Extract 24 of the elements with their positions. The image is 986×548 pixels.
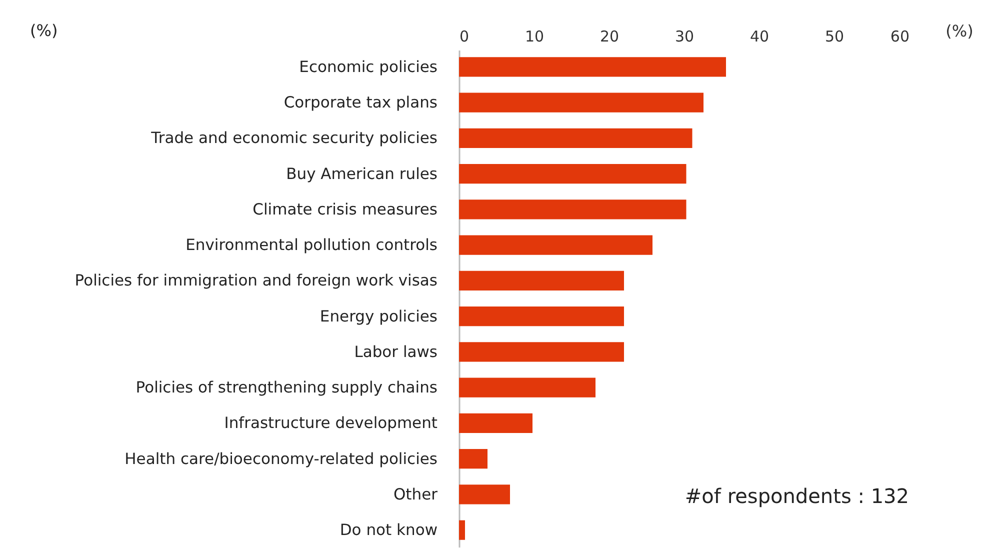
x-tick-label: 50 [824, 28, 844, 46]
y-tick-label: Infrastructure development [224, 414, 438, 432]
y-tick-label: Other [393, 485, 438, 504]
y-tick-label: Corporate tax plans [284, 94, 438, 112]
x-tick-label: 60 [890, 28, 910, 46]
x-tick-label: 10 [524, 28, 544, 46]
y-tick-label: Buy American rules [286, 164, 438, 183]
annotation: #of respondents : 132 [684, 484, 909, 508]
x-tick-label: 20 [600, 28, 620, 46]
y-tick-label: Labor laws [354, 342, 438, 361]
y-tick-label: Economic policies [299, 58, 438, 76]
y-tick-label: Energy policies [320, 307, 438, 326]
y-tick-label: Policies of strengthening supply chains [136, 378, 438, 397]
text: (%) [30, 21, 58, 40]
y-tick-label: Climate crisis measures [252, 200, 438, 218]
y-tick-label: Trade and economic security policies [150, 129, 438, 148]
y-tick-label: Health care/bioeconomy-related policies [124, 450, 438, 468]
x-tick-label: 40 [750, 28, 770, 46]
x-axis-title: (%) [946, 22, 974, 40]
x-tick-label: 30 [674, 28, 694, 46]
y-tick-label: Environmental pollution controls [186, 236, 438, 254]
x-tick-label: 0 [460, 28, 470, 46]
y-tick-label: Policies for immigration and foreign work visas [74, 272, 438, 290]
y-tick-label: Do not know [340, 521, 438, 540]
